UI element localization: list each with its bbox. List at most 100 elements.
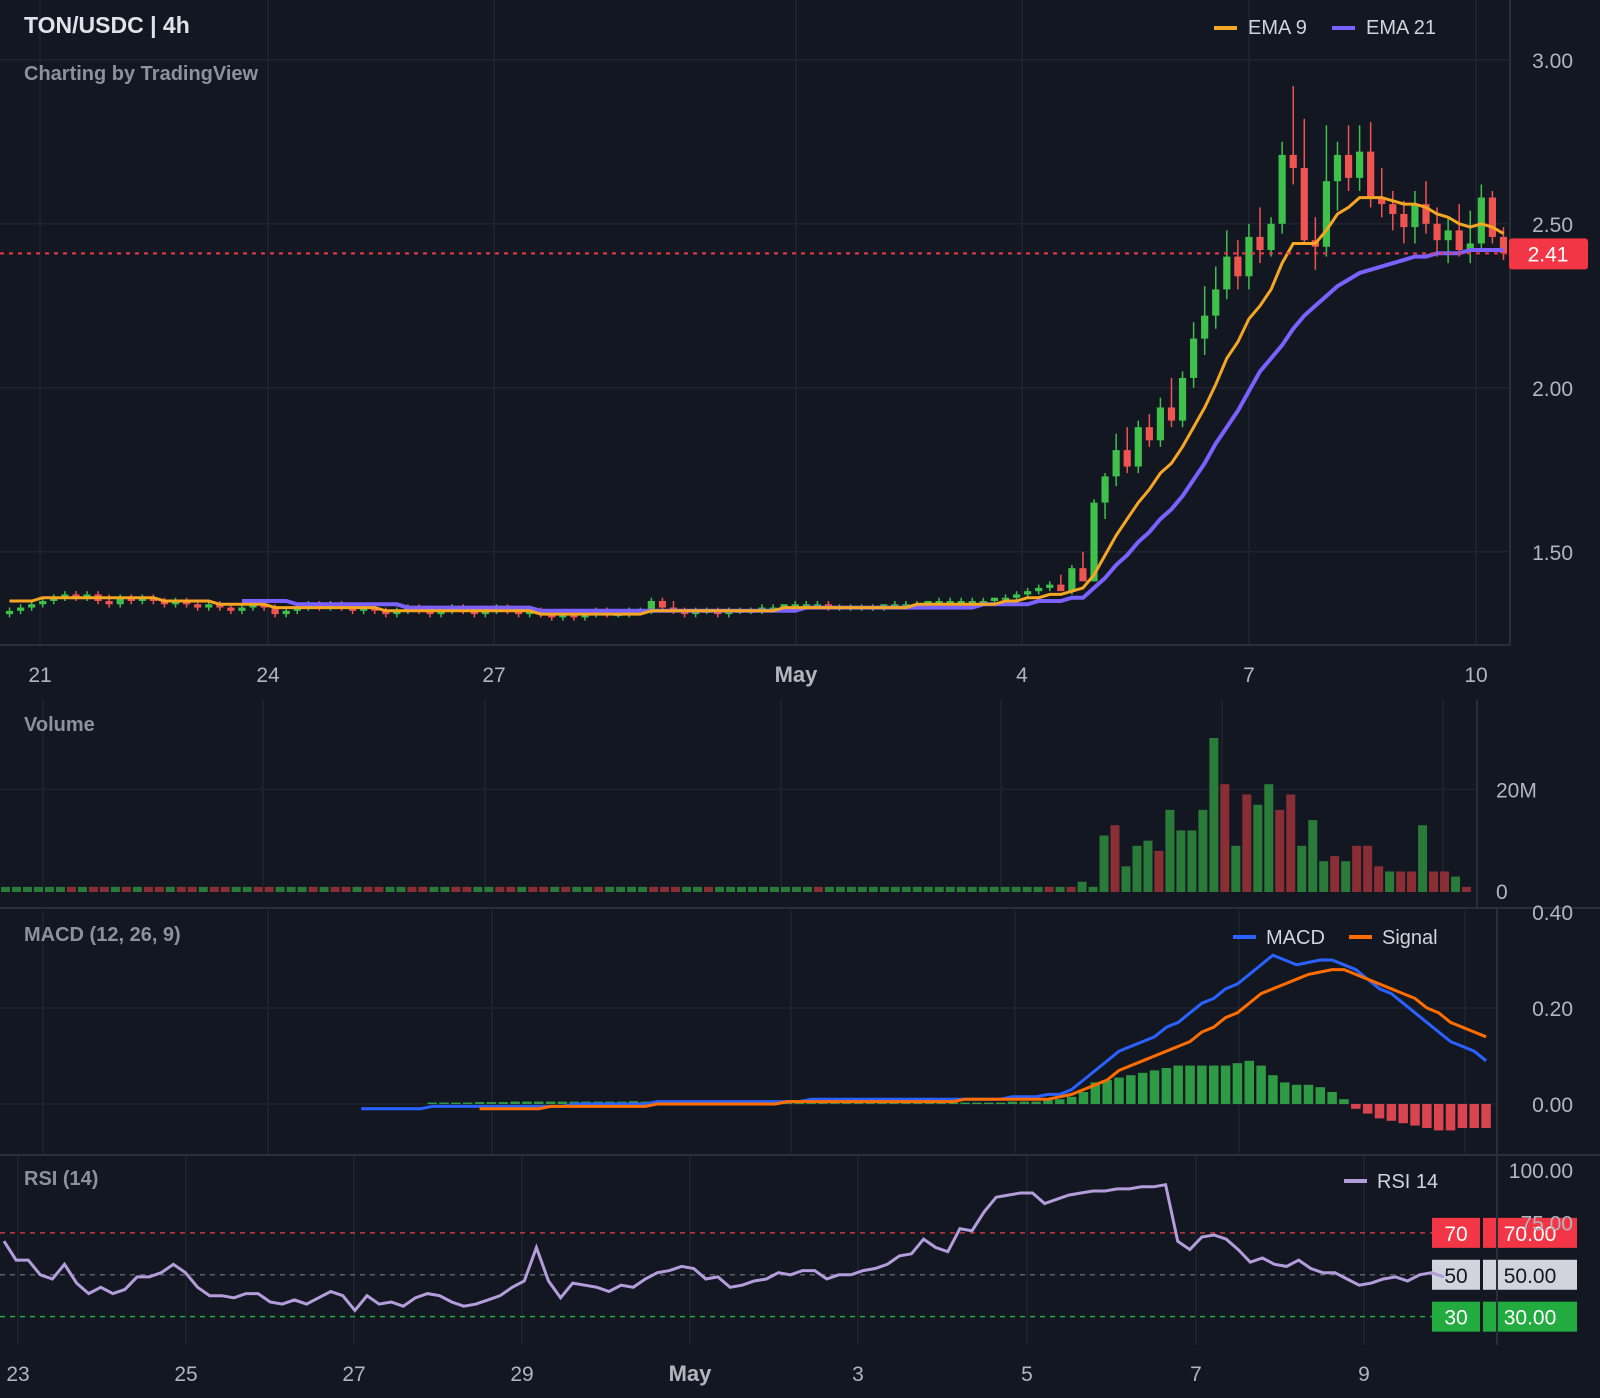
macd-histogram-bar: [794, 1102, 805, 1105]
volume-bar: [330, 886, 340, 892]
volume-bar: [11, 886, 21, 892]
candle: [1212, 266, 1220, 329]
volume-bar: [1308, 820, 1318, 892]
volume-bar: [264, 886, 274, 892]
price-legend[interactable]: EMA 9 EMA 21: [1214, 17, 1436, 39]
volume-bar: [374, 886, 384, 892]
volume-bar: [1451, 876, 1461, 892]
macd-legend-label: MACD: [1266, 927, 1325, 949]
candle: [227, 604, 235, 615]
rsi-level-axis-badge: [1483, 1217, 1577, 1248]
macd-histogram-bar: [1102, 1080, 1112, 1104]
volume-bar: [1374, 866, 1384, 892]
rsi-legend[interactable]: RSI 14: [1344, 1171, 1438, 1193]
volume-y-axis[interactable]: 20M 0: [1496, 779, 1537, 904]
candle: [1079, 551, 1087, 582]
volume-bar: [1033, 886, 1043, 892]
volume-bar: [539, 886, 549, 892]
volume-bar: [594, 886, 604, 892]
macd-histogram-bar: [545, 1101, 556, 1104]
volume-bar: [923, 886, 933, 892]
volume-bar: [484, 886, 494, 892]
volume-bar: [737, 886, 747, 892]
volume-bar: [1154, 850, 1164, 892]
macd-y-axis[interactable]: 0.40 0.20 0.00: [1532, 902, 1573, 1117]
candle: [1300, 118, 1308, 244]
macd-tick-label: 0.40: [1532, 902, 1573, 925]
candle: [171, 597, 180, 608]
rsi-level-lines: 70 70.00 50 50.00 30 30.00: [0, 1217, 1577, 1332]
volume-bar: [813, 886, 823, 892]
volume-bar: [1429, 871, 1439, 892]
volume-bar: [33, 886, 43, 892]
volume-bar: [1209, 738, 1219, 892]
price-panel[interactable]: [0, 86, 1510, 621]
rsi-panel[interactable]: 70 70.00 50 50.00 30 30.00: [0, 1182, 1577, 1332]
volume-bar: [616, 886, 626, 892]
price-x-axis[interactable]: 21 24 27 May 4 7 10: [28, 662, 1487, 687]
macd-histogram-bar: [1457, 1104, 1468, 1128]
macd-tick-label: 0.20: [1532, 998, 1573, 1021]
candle: [1466, 210, 1474, 264]
volume-bar: [791, 886, 801, 892]
candle: [1378, 168, 1386, 218]
macd-tick-label: 0.00: [1532, 1094, 1573, 1117]
volume-bar: [1198, 809, 1208, 892]
candle: [238, 604, 246, 615]
volume-bar: [890, 886, 900, 892]
volume-bar: [462, 886, 472, 892]
macd-histogram-bar: [1244, 1060, 1254, 1104]
price-tick-label: 3.00: [1532, 50, 1573, 73]
macd-legend[interactable]: MACD Signal: [1233, 927, 1438, 949]
chart-title: TON/USDC | 4h: [24, 12, 190, 38]
macd-histogram-bar: [522, 1101, 532, 1104]
candle: [160, 597, 169, 608]
rsi-level-short-label: 70: [1444, 1223, 1467, 1246]
volume-bar: [1418, 825, 1428, 892]
volume-bar: [1352, 845, 1362, 892]
price-y-axis[interactable]: 3.00 2.50 2.00 1.50: [1532, 50, 1573, 565]
volume-bar: [1264, 784, 1274, 892]
volume-bar: [561, 886, 571, 892]
volume-bar: [165, 886, 175, 892]
bottom-x-tick-label: 23: [6, 1363, 29, 1386]
volume-bar: [66, 886, 76, 892]
volume-panel[interactable]: [1, 738, 1472, 892]
volume-bar: [1253, 804, 1263, 892]
bottom-x-tick-label: 29: [510, 1363, 533, 1386]
volume-bar: [429, 886, 439, 892]
volume-bar: [396, 886, 406, 892]
candle: [205, 601, 213, 611]
macd-histogram-bar: [1422, 1104, 1432, 1128]
signal-line: [479, 968, 1487, 1111]
price-x-tick-label: 7: [1243, 664, 1255, 687]
volume-bar: [627, 886, 637, 892]
rsi-y-axis[interactable]: 100.00 75.00: [1509, 1160, 1573, 1235]
volume-bar: [1187, 830, 1197, 892]
volume-bar: [1066, 886, 1076, 892]
bottom-x-axis[interactable]: 23 25 27 29 May 3 5 7 9: [6, 1361, 1370, 1386]
candle: [1112, 433, 1120, 487]
macd-histogram-bar: [1208, 1065, 1219, 1104]
candle: [1101, 473, 1109, 519]
macd-histogram-bar: [534, 1101, 544, 1104]
price-x-tick-label: 27: [482, 664, 505, 687]
macd-histogram-bar: [1268, 1075, 1278, 1104]
macd-histogram-bar: [1173, 1065, 1183, 1104]
volume-bar: [275, 886, 285, 892]
macd-panel[interactable]: [361, 953, 1491, 1131]
bottom-x-tick-label: May: [669, 1361, 713, 1386]
candle: [282, 607, 290, 618]
grid-lines: [0, 0, 1510, 1345]
rsi-level-short-label: 50: [1444, 1265, 1467, 1288]
volume-bar: [132, 886, 142, 892]
candle: [1488, 191, 1496, 244]
volume-bar: [187, 886, 197, 892]
candle: [1322, 125, 1331, 257]
volume-bar: [286, 886, 296, 892]
macd-histogram-bar: [427, 1102, 437, 1105]
volume-bar: [407, 886, 417, 892]
macd-histogram-bar: [1398, 1104, 1408, 1124]
volume-bar: [934, 886, 944, 892]
